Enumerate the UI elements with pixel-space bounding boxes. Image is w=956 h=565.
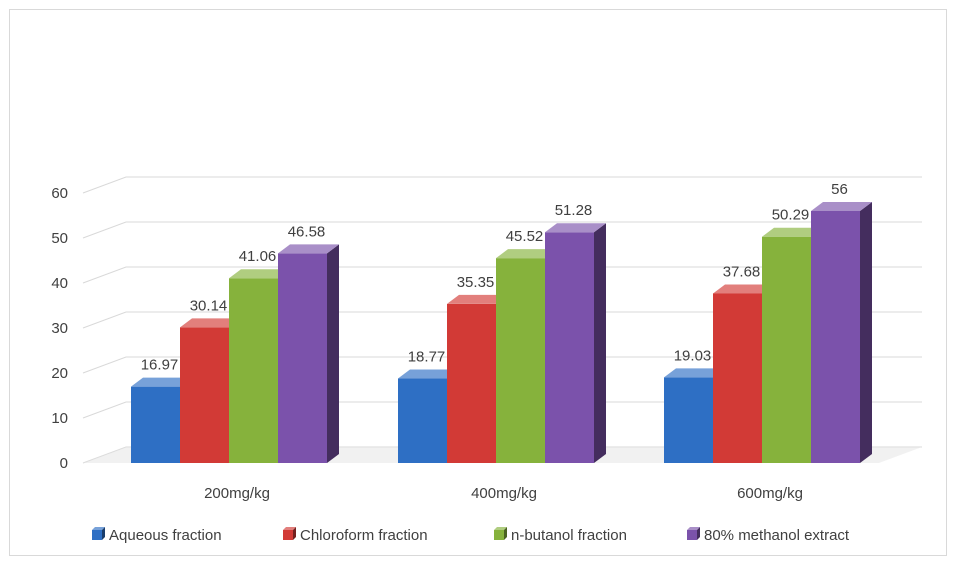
gridline [82, 221, 922, 239]
bar-top [229, 269, 290, 279]
y-tick-label: 0 [60, 455, 68, 472]
legend-label: 80% methanol extract [704, 527, 850, 544]
x-tick-label: 600mg/kg [737, 485, 803, 502]
data-labels: 16.97 30.14 41.06 46.58 18.77 35.35 45.52 51.28… [141, 181, 848, 374]
data-label: 30.14 [190, 297, 228, 314]
bar-top [545, 223, 606, 233]
bar-front [762, 236, 811, 463]
x-tick-label: 400mg/kg [471, 485, 537, 502]
x-tick-label: 200mg/kg [204, 485, 270, 502]
bar-top [131, 377, 192, 387]
gridline [82, 311, 922, 329]
gridline [82, 176, 922, 194]
legend-label: Chloroform fraction [300, 527, 428, 544]
y-tick-label: 30 [51, 320, 68, 337]
bars [131, 202, 872, 463]
y-tick-label: 20 [51, 365, 68, 382]
bar-top [278, 244, 339, 254]
bar-front [180, 327, 229, 463]
data-label: 46.58 [288, 223, 326, 240]
bar-front [398, 378, 447, 463]
bar-front [545, 232, 594, 463]
legend-item-1: Aqueous fraction [92, 527, 222, 544]
bar-4-2 [545, 223, 606, 463]
data-label: 16.97 [141, 357, 179, 374]
y-tick-label: 10 [51, 410, 68, 427]
bar-side [594, 223, 606, 463]
legend-label: n-butanol fraction [511, 527, 627, 544]
gridline [82, 266, 922, 284]
bar-4-1 [278, 244, 339, 463]
legend-swatch [687, 530, 697, 540]
bar-front [278, 253, 327, 463]
bar-front [664, 377, 713, 463]
y-tick-label: 50 [51, 230, 68, 247]
legend-swatch [494, 530, 504, 540]
legend-label: Aqueous fraction [109, 527, 222, 544]
y-tick-label: 60 [51, 185, 68, 202]
gridline [82, 401, 922, 419]
gridline [82, 356, 922, 374]
bar-front [713, 293, 762, 463]
bar-front [447, 303, 496, 463]
bar-top [811, 202, 872, 211]
bar-front [811, 211, 860, 463]
x-axis-ticks: 200mg/kg 400mg/kg 600mg/kg [204, 485, 803, 502]
legend-swatch [92, 530, 102, 540]
legend-item-4: 80% methanol extract [687, 527, 850, 544]
bar-side [327, 244, 339, 463]
bar-front [496, 258, 545, 463]
legend: Aqueous fraction Chloroform fraction n-but… [92, 527, 850, 544]
bar-side [860, 202, 872, 463]
data-label: 18.77 [408, 349, 446, 366]
data-label: 45.52 [506, 228, 544, 245]
legend-swatch [283, 530, 293, 540]
data-label: 19.03 [674, 347, 712, 364]
bar-top [664, 368, 725, 378]
data-label: 35.35 [457, 274, 495, 291]
legend-item-3: n-butanol fraction [494, 527, 627, 544]
legend-item-2: Chloroform fraction [283, 527, 428, 544]
bar-top [398, 369, 459, 379]
data-label: 56 [831, 181, 848, 198]
bar-top [180, 318, 241, 328]
y-axis-ticks: 0 10 20 30 40 50 60 [51, 185, 68, 472]
data-label: 41.06 [239, 248, 277, 265]
y-tick-label: 40 [51, 275, 68, 292]
bar-top [447, 294, 508, 304]
bar-front [229, 278, 278, 463]
bar-4-3 [811, 202, 872, 463]
data-label: 37.68 [723, 263, 761, 280]
bar-top [762, 227, 823, 237]
data-label: 50.29 [772, 207, 810, 224]
bar-top [713, 284, 774, 294]
bar-front [131, 386, 180, 463]
data-label: 51.28 [555, 202, 593, 219]
bar-top [496, 249, 557, 259]
